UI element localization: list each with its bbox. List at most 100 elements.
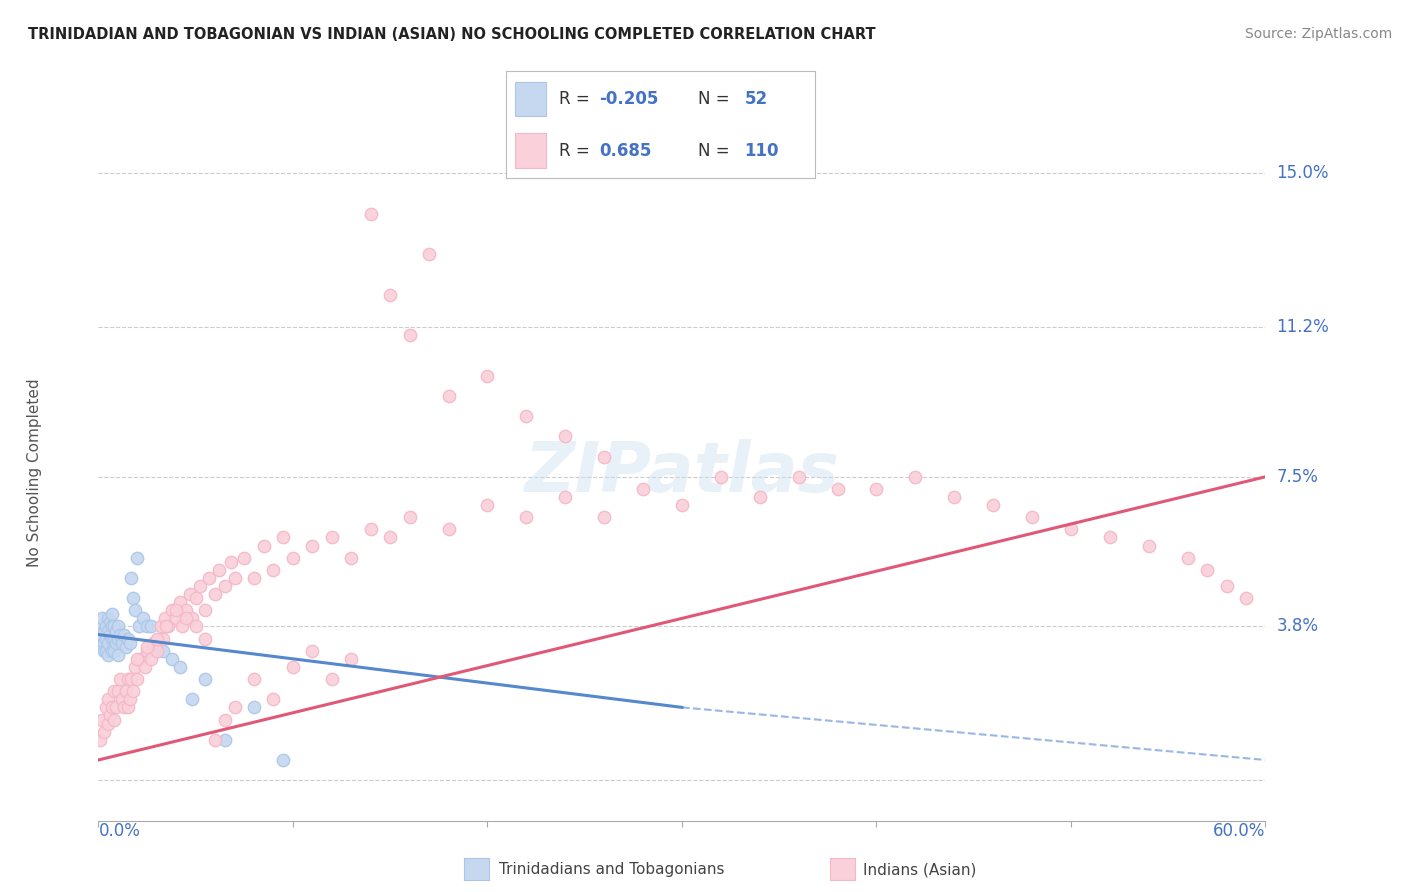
Point <box>127 652 149 666</box>
Text: 0.685: 0.685 <box>599 142 651 160</box>
Point <box>1021 510 1043 524</box>
Point <box>91 640 114 654</box>
Point <box>943 490 966 504</box>
Point <box>243 672 266 686</box>
Point <box>112 627 135 641</box>
Point <box>89 732 111 747</box>
Point <box>165 603 187 617</box>
Point <box>194 632 217 646</box>
Point <box>214 732 236 747</box>
Point <box>169 595 191 609</box>
Point <box>321 672 343 686</box>
Point <box>107 619 129 633</box>
Point <box>121 571 143 585</box>
Point <box>340 550 363 565</box>
Point <box>136 644 159 658</box>
Point <box>104 700 127 714</box>
Point <box>89 632 111 646</box>
Text: Source: ZipAtlas.com: Source: ZipAtlas.com <box>1244 27 1392 41</box>
Point <box>96 632 118 646</box>
Point <box>146 644 169 658</box>
Point <box>418 247 440 261</box>
Point <box>139 652 162 666</box>
Point <box>271 753 294 767</box>
Point <box>1177 550 1199 565</box>
Point <box>162 603 184 617</box>
Point <box>157 619 180 633</box>
Point <box>124 603 146 617</box>
Point <box>671 498 693 512</box>
Text: 7.5%: 7.5% <box>1277 467 1319 486</box>
Point <box>127 550 149 565</box>
Point <box>184 619 207 633</box>
Point <box>103 632 125 646</box>
Point <box>129 652 152 666</box>
Point <box>122 684 145 698</box>
Text: 60.0%: 60.0% <box>1213 822 1265 840</box>
Text: 110: 110 <box>744 142 779 160</box>
Point <box>162 652 184 666</box>
Point <box>118 635 141 649</box>
Point <box>108 627 131 641</box>
Point <box>554 429 576 443</box>
Point <box>152 632 174 646</box>
Point <box>904 470 927 484</box>
Point <box>93 644 115 658</box>
Point <box>107 648 129 662</box>
Point <box>170 619 193 633</box>
Point <box>214 579 236 593</box>
Point <box>146 632 169 646</box>
Text: R =: R = <box>558 142 595 160</box>
Point <box>179 587 201 601</box>
Point <box>132 611 155 625</box>
Point <box>219 555 242 569</box>
Point <box>1137 539 1160 553</box>
Point <box>117 632 139 646</box>
Point <box>96 619 118 633</box>
Point <box>117 672 139 686</box>
Point <box>97 635 120 649</box>
Point <box>224 571 246 585</box>
Point <box>112 700 135 714</box>
FancyBboxPatch shape <box>516 82 547 116</box>
Point <box>184 591 207 606</box>
Point <box>97 611 120 625</box>
Point <box>437 522 460 536</box>
Point <box>1098 531 1121 545</box>
Point <box>631 482 654 496</box>
Point <box>122 591 145 606</box>
Text: ZIPatlas: ZIPatlas <box>524 439 839 507</box>
Point <box>198 571 221 585</box>
Point <box>301 539 323 553</box>
Point <box>262 692 284 706</box>
Point <box>262 563 284 577</box>
Point <box>97 648 120 662</box>
Point <box>114 640 136 654</box>
Text: N =: N = <box>697 90 735 108</box>
Text: Trinidadians and Tobagonians: Trinidadians and Tobagonians <box>499 863 724 877</box>
Point <box>142 635 165 649</box>
Point <box>554 490 576 504</box>
Point <box>253 539 276 553</box>
Text: N =: N = <box>697 142 735 160</box>
Point <box>107 632 129 646</box>
Point <box>98 708 121 723</box>
Point <box>378 531 402 545</box>
Text: 0.0%: 0.0% <box>98 822 141 840</box>
Point <box>96 700 118 714</box>
Point <box>91 627 114 641</box>
Point <box>214 713 236 727</box>
Point <box>96 644 118 658</box>
Point <box>243 571 266 585</box>
Point <box>1234 591 1257 606</box>
Point <box>121 672 143 686</box>
Point <box>93 724 115 739</box>
Point <box>128 619 150 633</box>
Point <box>101 607 124 622</box>
Point <box>169 660 191 674</box>
Point <box>174 611 197 625</box>
Point <box>378 287 402 301</box>
Text: Indians (Asian): Indians (Asian) <box>863 863 977 877</box>
Point <box>111 635 134 649</box>
Point <box>103 684 125 698</box>
